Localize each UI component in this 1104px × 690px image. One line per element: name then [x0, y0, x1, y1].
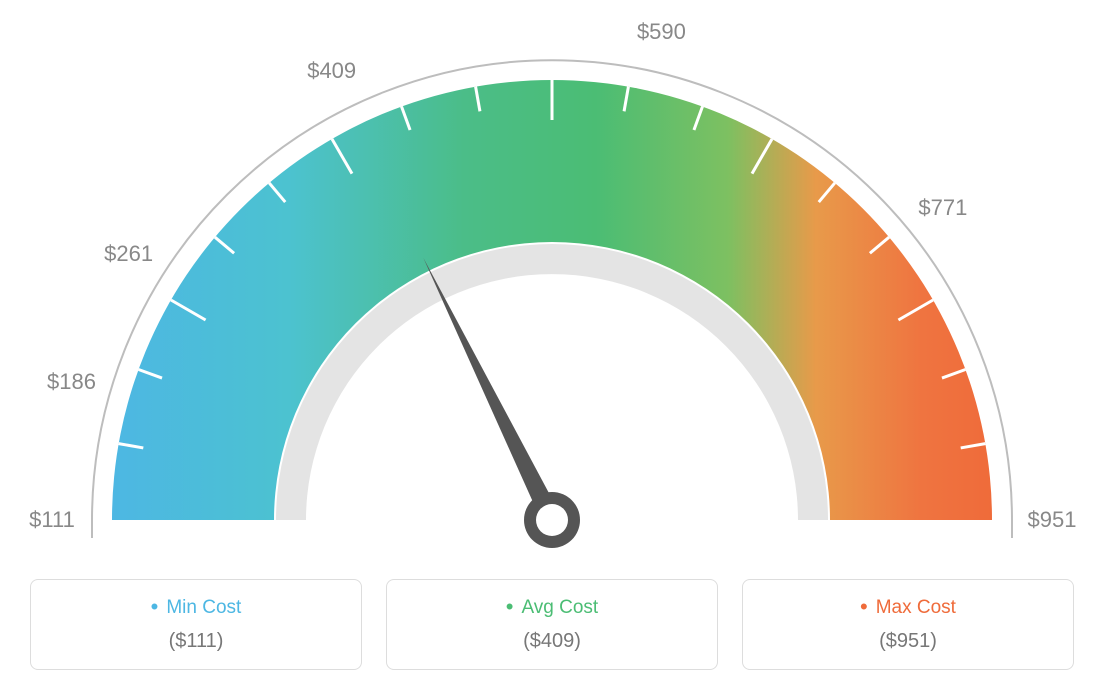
gauge-tick-label: $409: [307, 58, 356, 84]
gauge-tick-label: $186: [47, 369, 96, 395]
legend-label-max: Max Cost: [743, 594, 1073, 620]
legend-row: Min Cost ($111) Avg Cost ($409) Max Cost…: [0, 579, 1104, 670]
legend-label-min: Min Cost: [31, 594, 361, 620]
legend-value-avg: ($409): [387, 630, 717, 653]
gauge-tick-label: $111: [29, 507, 75, 533]
gauge-chart: [0, 0, 1104, 560]
legend-label-avg: Avg Cost: [387, 594, 717, 620]
legend-value-max: ($951): [743, 630, 1073, 653]
gauge-tick-label: $590: [637, 19, 686, 45]
gauge-tick-label: $951: [1028, 507, 1077, 533]
legend-card-min: Min Cost ($111): [30, 579, 362, 670]
gauge-container: $111 $186 $261 $409 $590 $771 $951: [0, 0, 1104, 560]
legend-card-avg: Avg Cost ($409): [386, 579, 718, 670]
legend-card-max: Max Cost ($951): [742, 579, 1074, 670]
gauge-tick-label: $771: [918, 195, 967, 221]
legend-value-min: ($111): [31, 630, 361, 653]
gauge-tick-label: $261: [104, 241, 153, 267]
